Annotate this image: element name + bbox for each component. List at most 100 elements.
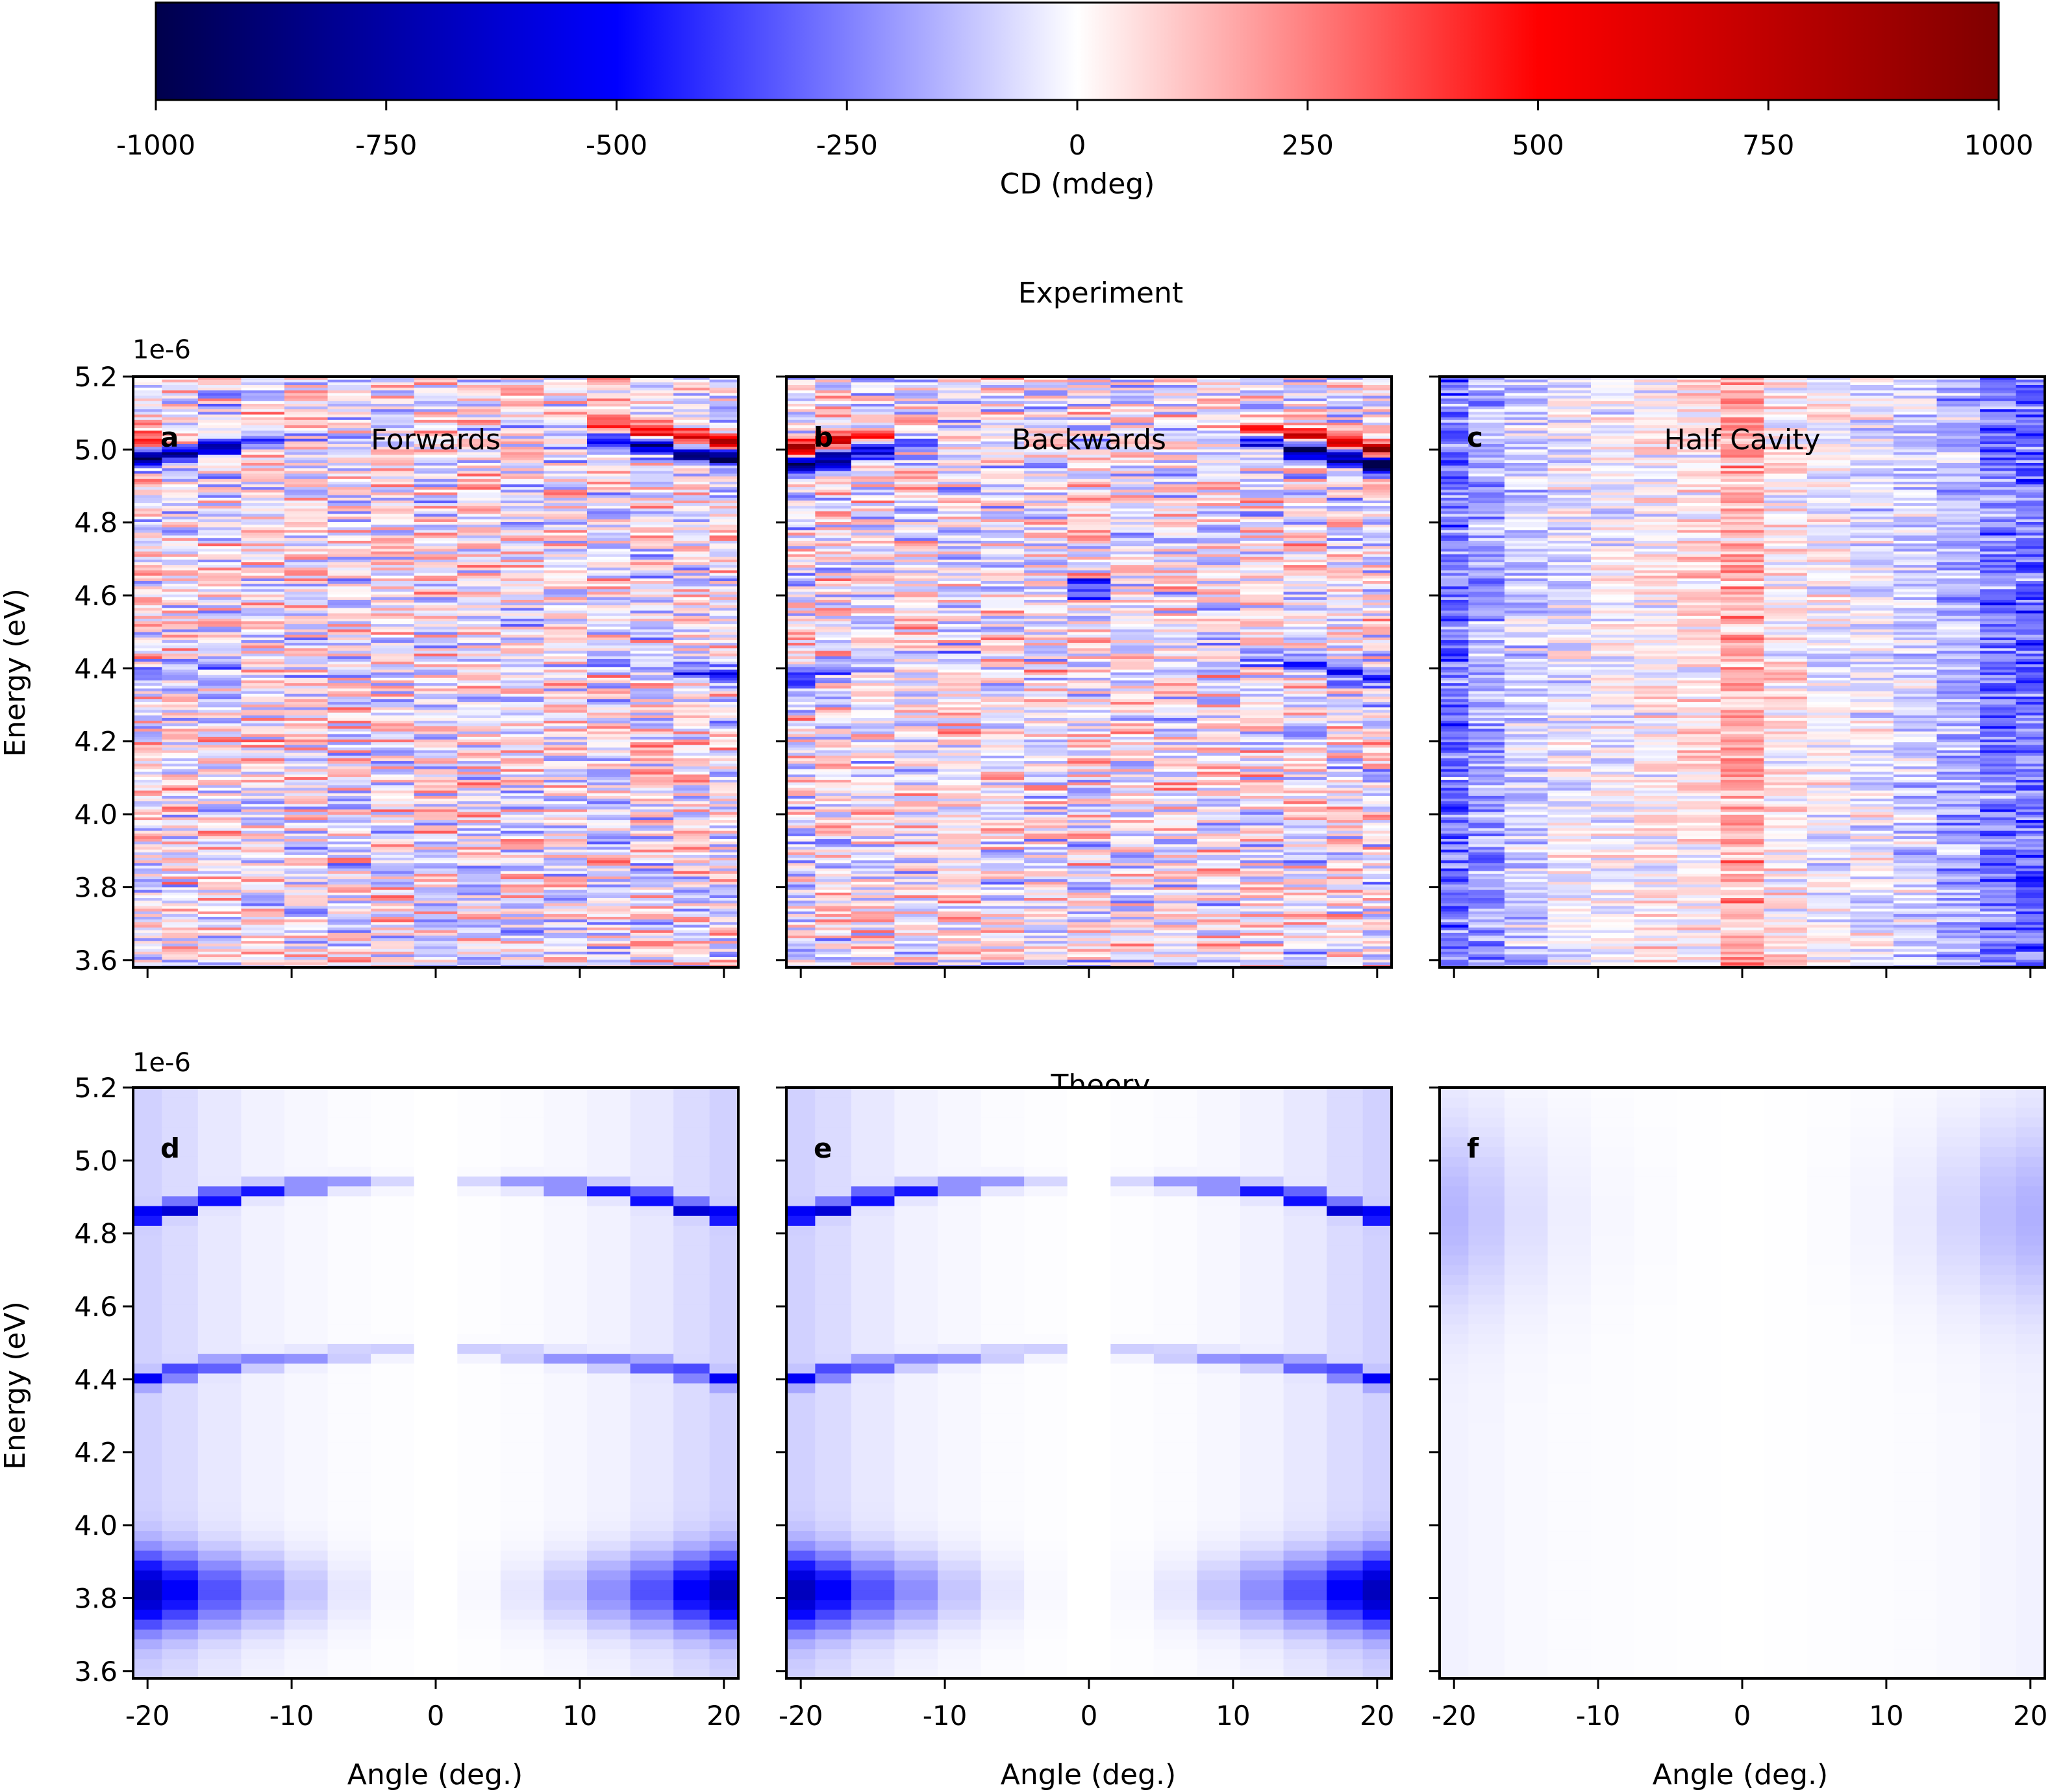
heatmap-cell bbox=[1024, 774, 1068, 777]
heatmap-cell bbox=[371, 569, 415, 573]
heatmap-cell bbox=[587, 830, 631, 834]
heatmap-cell bbox=[709, 382, 739, 386]
heatmap-cell bbox=[587, 594, 631, 597]
heatmap-cell bbox=[284, 645, 329, 649]
heatmap-cell bbox=[327, 489, 371, 493]
heatmap-cell bbox=[500, 640, 545, 643]
heatmap-cell bbox=[457, 484, 501, 488]
heatmap-cell bbox=[241, 731, 285, 734]
heatmap-cell bbox=[284, 841, 329, 845]
heatmap-cell bbox=[1024, 819, 1068, 823]
heatmap-cell bbox=[630, 626, 674, 630]
heatmap-cell bbox=[284, 489, 329, 493]
heatmap-cell bbox=[414, 744, 458, 748]
heatmap-cell bbox=[673, 768, 710, 772]
heatmap-cell bbox=[197, 436, 242, 439]
heatmap-cell bbox=[241, 575, 285, 579]
heatmap-cell bbox=[709, 548, 739, 552]
heatmap-cell bbox=[815, 548, 852, 552]
heatmap-cell bbox=[786, 865, 816, 869]
heatmap-cell bbox=[851, 621, 895, 625]
heatmap-cell bbox=[709, 578, 739, 581]
heatmap-cell bbox=[284, 451, 329, 455]
heatmap-cell bbox=[241, 481, 285, 485]
heatmap-cell bbox=[815, 725, 852, 729]
heatmap-cell bbox=[1024, 867, 1068, 871]
heatmap-cell bbox=[133, 519, 162, 522]
heatmap-cell bbox=[284, 497, 329, 501]
heatmap-cell bbox=[851, 610, 895, 614]
heatmap-cell bbox=[133, 833, 162, 836]
heatmap-cell bbox=[894, 411, 938, 415]
heatmap-cell bbox=[162, 959, 199, 963]
heatmap-cell bbox=[162, 653, 199, 656]
heatmap-cell bbox=[162, 895, 199, 899]
heatmap-cell bbox=[894, 739, 938, 743]
heatmap-cell bbox=[673, 597, 710, 600]
heatmap-cell bbox=[544, 554, 588, 557]
heatmap-cell bbox=[371, 500, 415, 504]
heatmap-cell bbox=[851, 384, 895, 388]
heatmap-cell bbox=[327, 664, 371, 667]
heatmap-cell bbox=[544, 545, 588, 549]
heatmap-cell bbox=[587, 446, 631, 450]
heatmap-cell bbox=[241, 395, 285, 399]
heatmap-cell bbox=[587, 669, 631, 673]
heatmap-cell bbox=[197, 562, 242, 566]
heatmap-cell bbox=[938, 741, 982, 745]
heatmap-cell bbox=[500, 852, 545, 855]
heatmap-cell bbox=[414, 881, 458, 885]
heatmap-cell bbox=[709, 857, 739, 861]
heatmap-cell bbox=[414, 554, 458, 557]
heatmap-cell bbox=[673, 484, 710, 488]
heatmap-cell bbox=[630, 685, 674, 689]
heatmap-cell bbox=[544, 470, 588, 474]
heatmap-cell bbox=[133, 505, 162, 509]
heatmap-cell bbox=[457, 763, 501, 767]
heatmap-cell bbox=[981, 682, 1025, 686]
heatmap-cell bbox=[1024, 597, 1068, 600]
heatmap-cell bbox=[162, 430, 199, 434]
heatmap-cell bbox=[500, 731, 545, 734]
heatmap-cell bbox=[894, 765, 938, 769]
heatmap-cell bbox=[284, 852, 329, 855]
heatmap-cell bbox=[457, 919, 501, 923]
heatmap-cell bbox=[133, 451, 162, 455]
heatmap-cell bbox=[544, 827, 588, 831]
heatmap-cell bbox=[197, 878, 242, 882]
heatmap-cell bbox=[938, 712, 982, 716]
heatmap-cell bbox=[457, 443, 501, 447]
heatmap-cell bbox=[327, 481, 371, 485]
heatmap-cell bbox=[815, 741, 852, 745]
heatmap-cell bbox=[457, 379, 501, 382]
heatmap-cell bbox=[133, 411, 162, 415]
heatmap-cell bbox=[197, 696, 242, 699]
heatmap-cell bbox=[500, 822, 545, 826]
heatmap-cell bbox=[673, 677, 710, 681]
heatmap-cell bbox=[938, 414, 982, 417]
heatmap-cell bbox=[284, 758, 329, 762]
heatmap-cell bbox=[894, 854, 938, 858]
heatmap-cell bbox=[197, 516, 242, 519]
heatmap-cell bbox=[544, 495, 588, 498]
heatmap-cell bbox=[197, 709, 242, 713]
heatmap-cell bbox=[938, 962, 982, 965]
heatmap-cell bbox=[162, 516, 199, 519]
heatmap-cell bbox=[981, 527, 1025, 530]
heatmap-cell bbox=[587, 878, 631, 882]
heatmap-cell bbox=[815, 677, 852, 681]
heatmap-cell bbox=[162, 693, 199, 697]
heatmap-cell bbox=[894, 572, 938, 576]
heatmap-cell bbox=[327, 709, 371, 713]
heatmap-cell bbox=[241, 527, 285, 530]
heatmap-cell bbox=[981, 897, 1025, 901]
heatmap-cell bbox=[673, 806, 710, 810]
heatmap-cell bbox=[457, 867, 501, 871]
heatmap-cell bbox=[587, 725, 631, 729]
heatmap-cell bbox=[851, 921, 895, 925]
heatmap-cell bbox=[981, 449, 1025, 453]
heatmap-cell bbox=[894, 774, 938, 777]
panel-letter: a bbox=[160, 421, 179, 453]
heatmap-cell bbox=[981, 777, 1025, 780]
heatmap-cell bbox=[500, 747, 545, 751]
